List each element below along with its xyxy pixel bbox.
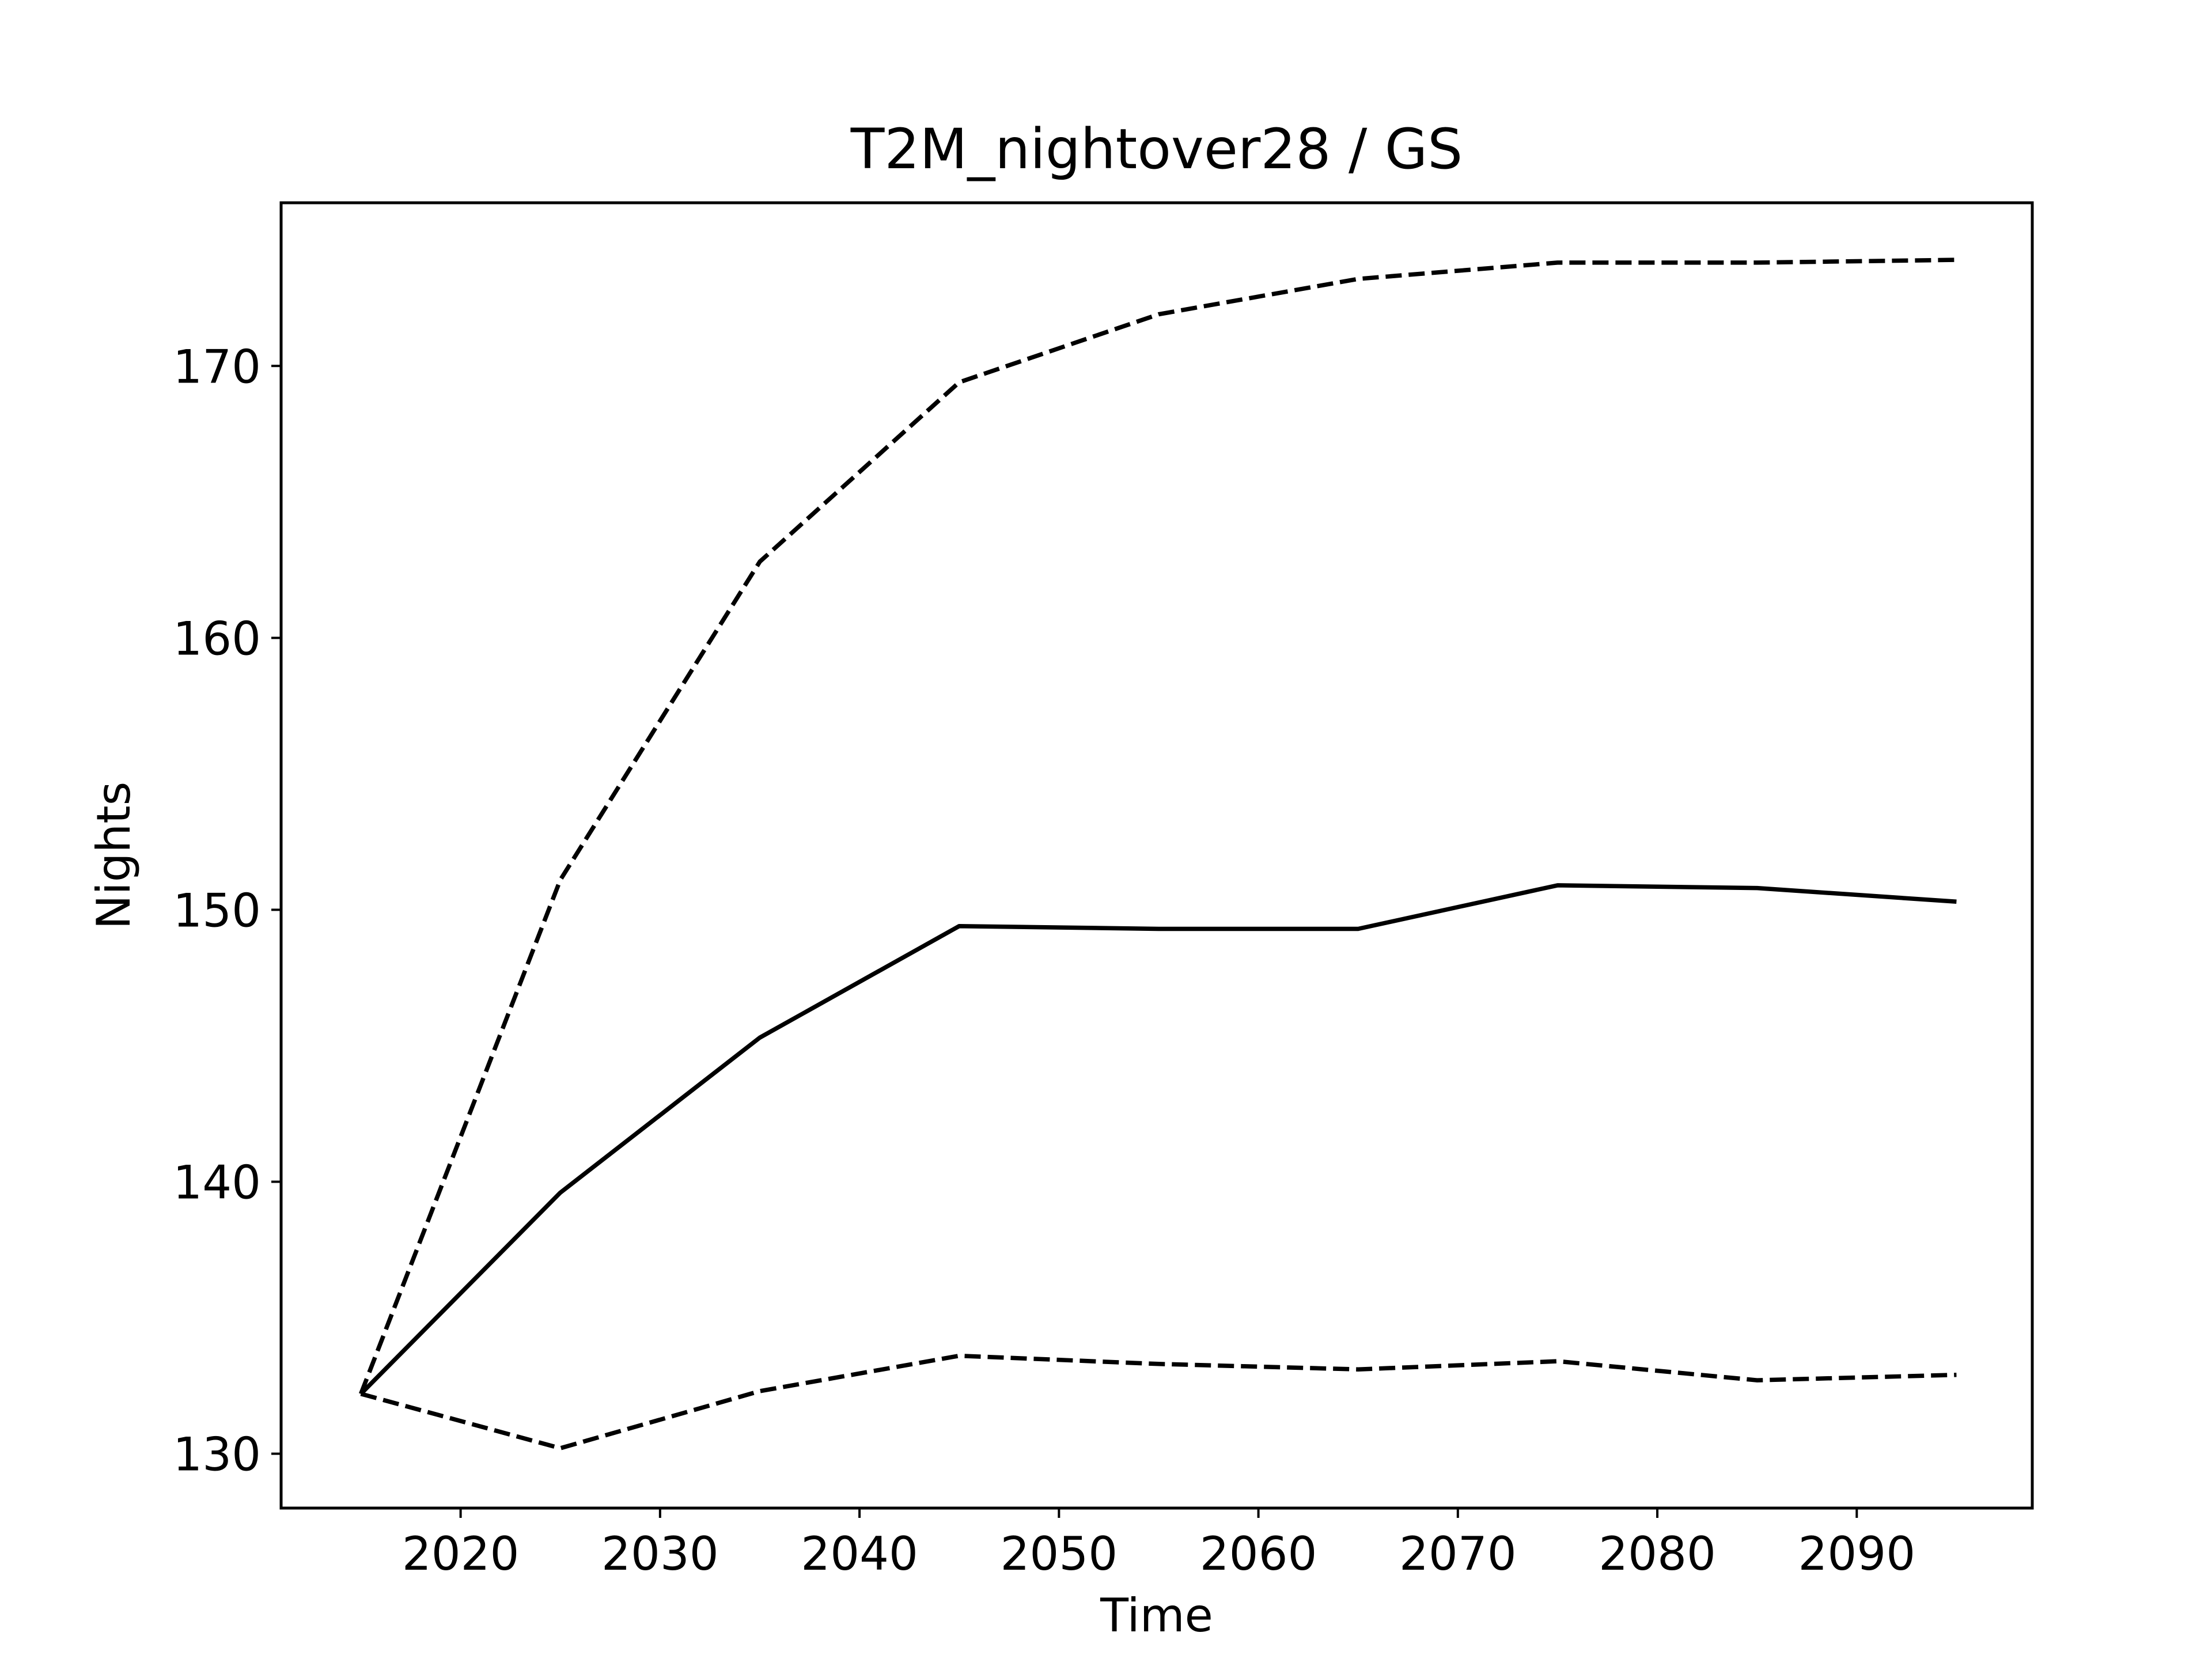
y-axis: 130 140 150 160 170 <box>173 340 281 1482</box>
y-tick-label: 160 <box>173 612 261 665</box>
y-tick-label: 150 <box>173 884 261 937</box>
x-tick-label: 2040 <box>801 1527 918 1581</box>
y-axis-label: Nights <box>87 782 141 930</box>
x-tick-label: 2090 <box>1798 1527 1916 1581</box>
plot-frame <box>279 201 2034 1510</box>
x-axis: 2020 2030 2040 2050 2060 2070 2080 2090 <box>402 1508 1915 1581</box>
x-tick-label: 2080 <box>1599 1527 1716 1581</box>
x-tick-label: 2050 <box>1001 1527 1118 1581</box>
x-axis-label: Time <box>1100 1589 1213 1642</box>
series-layer <box>359 257 1957 1450</box>
y-tick-label: 170 <box>173 340 261 393</box>
y-tick-label: 140 <box>173 1156 261 1210</box>
x-tick-label: 2020 <box>402 1527 520 1581</box>
y-tick-label: 130 <box>173 1428 261 1482</box>
x-tick-label: 2060 <box>1200 1527 1317 1581</box>
x-tick-label: 2070 <box>1399 1527 1517 1581</box>
series-line-1-solid <box>359 883 1957 1396</box>
x-tick-label: 2030 <box>601 1527 719 1581</box>
series-line-3-dashed <box>360 1353 1957 1450</box>
chart-title: T2M_nightover28 / GS <box>850 117 1463 181</box>
series-line-2-dashed <box>359 257 1957 1395</box>
